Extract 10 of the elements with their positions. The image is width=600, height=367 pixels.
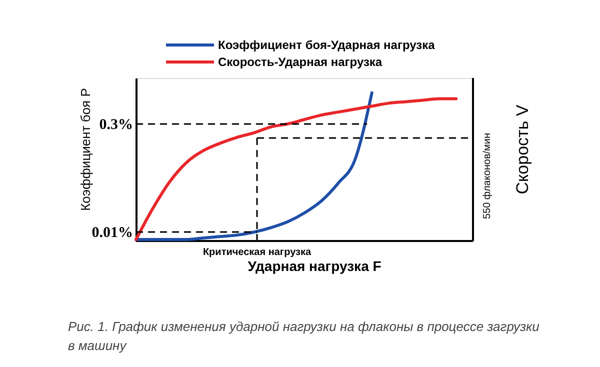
text: 0.01% [92,225,133,241]
text: 0.3% [99,117,133,133]
legend-label: Коэффициент боя-Ударная нагрузка [218,38,436,52]
y-axis-title: Коэффициент боя P [78,88,93,211]
x-axis-title: Ударная нагрузка F [248,258,382,274]
y2-axis-title: Скорость V [513,104,532,194]
text: 550 флаконов/мин [482,132,493,220]
legend-label: Скорость-Ударная нагрузка [218,55,382,69]
text: Критическая нагрузка [202,247,312,258]
text: Рис. 1. График изменения ударной нагрузки на флаконы в процессе загрузки в машину [68,319,540,353]
